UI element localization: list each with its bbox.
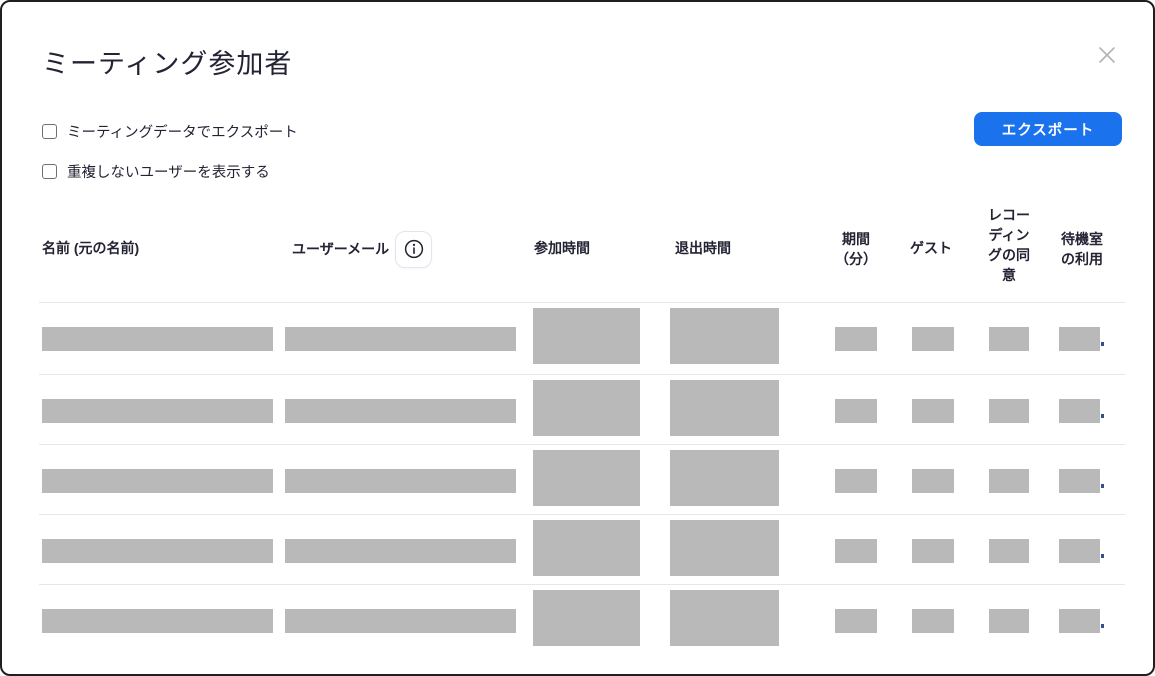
redacted-guest-cell: [912, 539, 954, 563]
column-header-waiting-room: 待機室 の利用: [1061, 231, 1103, 267]
redacted-name-cell: [42, 469, 273, 493]
column-header-guest: ゲスト: [910, 240, 952, 256]
close-icon[interactable]: [1093, 41, 1121, 69]
export-button[interactable]: エクスポート: [974, 112, 1122, 146]
table-row: [2, 514, 1153, 584]
redaction-caret-dot: [1101, 624, 1104, 628]
redacted-waiting-room-cell: [1059, 469, 1100, 493]
column-header-email: ユーザーメール: [292, 230, 433, 268]
column-header-leave-time: 退出時間: [675, 240, 731, 256]
redacted-email-cell: [285, 399, 516, 423]
redacted-guest-cell: [912, 327, 954, 351]
redacted-leave-time-cell: [670, 590, 779, 646]
redacted-duration-cell: [835, 327, 877, 351]
checkbox-label: ミーティングデータでエクスポート: [67, 125, 298, 141]
redacted-guest-cell: [912, 609, 954, 633]
redacted-name-cell: [42, 539, 273, 563]
table-row: [2, 444, 1153, 514]
redacted-leave-time-cell: [670, 380, 779, 436]
column-header-email-label: ユーザーメール: [292, 241, 390, 257]
checkbox-row-export-with-meeting-data: ミーティングデータでエクスポート: [42, 121, 298, 142]
redacted-email-cell: [285, 609, 516, 633]
redacted-recording-consent-cell: [989, 469, 1029, 493]
redacted-join-time-cell: [533, 308, 640, 364]
redacted-leave-time-cell: [670, 308, 779, 364]
column-header-join-time: 参加時間: [534, 240, 590, 256]
show-unique-users-checkbox[interactable]: [42, 164, 57, 179]
redacted-guest-cell: [912, 399, 954, 423]
redaction-caret-dot: [1101, 414, 1104, 418]
redacted-join-time-cell: [533, 520, 640, 576]
redacted-recording-consent-cell: [989, 539, 1029, 563]
redacted-recording-consent-cell: [989, 399, 1029, 423]
redacted-leave-time-cell: [670, 450, 779, 506]
export-with-meeting-data-checkbox[interactable]: [42, 124, 57, 139]
info-icon[interactable]: [395, 230, 433, 268]
table-row: [2, 374, 1153, 444]
redaction-caret-dot: [1101, 554, 1104, 558]
checkbox-row-show-unique-users: 重複しないユーザーを表示する: [42, 161, 270, 182]
table-row: [2, 302, 1153, 374]
redacted-name-cell: [42, 399, 273, 423]
page-title: ミーティング参加者: [42, 49, 293, 79]
redacted-name-cell: [42, 609, 273, 633]
redacted-email-cell: [285, 327, 516, 351]
column-header-duration: 期間 （分）: [835, 231, 877, 267]
redacted-join-time-cell: [533, 590, 640, 646]
redacted-waiting-room-cell: [1059, 539, 1100, 563]
checkbox-label: 重複しないユーザーを表示する: [67, 165, 270, 181]
column-header-recording-consent: レコー ディン グの同 意: [988, 207, 1030, 283]
redacted-join-time-cell: [533, 450, 640, 506]
redacted-waiting-room-cell: [1059, 327, 1100, 351]
redacted-email-cell: [285, 469, 516, 493]
redacted-recording-consent-cell: [989, 327, 1029, 351]
column-header-name: 名前 (元の名前): [42, 240, 140, 256]
redacted-waiting-room-cell: [1059, 399, 1100, 423]
table-row: [2, 584, 1153, 672]
redacted-email-cell: [285, 539, 516, 563]
redacted-name-cell: [42, 327, 273, 351]
redacted-guest-cell: [912, 469, 954, 493]
redaction-caret-dot: [1101, 342, 1104, 346]
redacted-waiting-room-cell: [1059, 609, 1100, 633]
redacted-duration-cell: [835, 399, 877, 423]
redacted-duration-cell: [835, 539, 877, 563]
redacted-leave-time-cell: [670, 520, 779, 576]
redaction-caret-dot: [1101, 484, 1104, 488]
redacted-duration-cell: [835, 469, 877, 493]
redacted-recording-consent-cell: [989, 609, 1029, 633]
redacted-duration-cell: [835, 609, 877, 633]
redacted-join-time-cell: [533, 380, 640, 436]
